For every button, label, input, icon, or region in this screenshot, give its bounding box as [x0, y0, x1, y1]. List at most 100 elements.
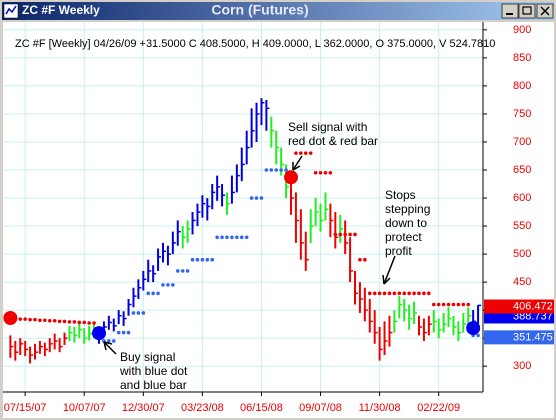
minimize-button[interactable]	[501, 3, 519, 19]
long-stop-dot	[166, 283, 170, 287]
short-stop-dot	[77, 320, 82, 325]
long-stop-dot	[116, 330, 121, 335]
short-stop-dot	[397, 291, 402, 296]
x-tick-label: 07/15/07	[4, 402, 47, 414]
short-stop-dot	[82, 320, 87, 325]
signal-dot	[92, 326, 106, 341]
price-label-box	[484, 330, 554, 345]
short-stop-dot	[333, 232, 338, 237]
short-stop-dot	[407, 291, 411, 296]
long-stop-dot	[215, 235, 219, 240]
info-line: ZC #F [Weekly] 04/26/09 +31.5000 C 408.5…	[15, 38, 495, 50]
buy-arrow-head	[103, 341, 113, 351]
long-stop-dot	[161, 283, 165, 287]
x-tick-label: 02/22/09	[417, 402, 460, 414]
short-stop-dot	[382, 291, 387, 296]
short-stop-dot	[33, 317, 37, 322]
long-stop-dot	[205, 257, 210, 262]
short-stop-dot	[387, 291, 392, 296]
sell-arrow-head	[292, 162, 301, 171]
sell-arrow	[292, 155, 303, 171]
window-buttons[interactable]	[501, 3, 554, 19]
short-stop-dot	[436, 302, 441, 307]
annotation-arrows	[103, 155, 396, 355]
short-stop-dot	[466, 302, 471, 307]
short-stop-dot	[451, 302, 456, 307]
short-stop-dot	[377, 291, 382, 296]
long-stop-dot	[180, 269, 185, 273]
short-stop-dot	[308, 151, 313, 155]
long-stop-dot	[244, 235, 249, 240]
x-tick-label: 10/07/07	[63, 402, 106, 414]
long-stop-dot	[230, 235, 234, 240]
annotation: red dot & red bar	[288, 134, 378, 148]
short-stop-dot	[446, 302, 451, 307]
stops-arrow-head	[382, 274, 391, 285]
short-stop-dot	[299, 151, 303, 155]
long-stop-dot	[264, 168, 269, 172]
short-stop-dot	[363, 257, 367, 262]
short-stop-dot	[328, 171, 333, 175]
short-stop-dot	[92, 321, 96, 325]
long-stop-dot	[220, 235, 224, 240]
short-stop-dot	[47, 319, 52, 323]
annotation: down to	[385, 216, 427, 230]
long-stop-dot	[107, 339, 111, 343]
long-stop-dot	[171, 283, 175, 287]
maximize-button[interactable]	[518, 3, 536, 19]
long-stop-dot	[141, 311, 146, 315]
short-stop-dot	[28, 317, 32, 322]
long-stop-dot	[279, 168, 283, 172]
price-label: 351.475	[513, 331, 553, 343]
stops-arrow	[383, 255, 396, 285]
annotation: with blue dot	[119, 364, 188, 378]
chart-title: Corn (Futures)	[211, 2, 308, 18]
y-tick-label: 500	[513, 248, 531, 260]
long-stop-dot	[239, 235, 244, 240]
long-stop-dot	[190, 257, 195, 262]
short-stop-dot	[23, 317, 27, 321]
long-stop-dot	[111, 339, 116, 343]
short-stop-dot	[412, 291, 416, 296]
annotation: stepping	[385, 202, 430, 216]
short-stop-dot	[318, 171, 323, 175]
long-stop-dot	[151, 291, 155, 296]
short-stop-dot	[456, 302, 461, 307]
price-label: 406.472	[513, 300, 553, 312]
window-icon-glyph	[5, 5, 17, 15]
short-stop-dot	[62, 319, 67, 324]
short-stop-dot	[294, 151, 298, 155]
long-stop-dot	[476, 333, 480, 338]
x-tick-label: 11/30/08	[359, 402, 401, 414]
annotation: profit	[385, 244, 412, 258]
long-stop-dot	[235, 235, 239, 240]
signal-dot	[3, 311, 18, 325]
short-stop-dot	[367, 291, 372, 296]
long-stop-dot	[136, 311, 141, 315]
annotation: Stops	[385, 188, 416, 202]
short-stop-dot	[431, 302, 436, 307]
long-stop-dot	[259, 196, 264, 200]
short-stop-dot	[353, 232, 357, 237]
y-tick-label: 900	[513, 24, 531, 36]
long-stop-dot	[200, 257, 205, 262]
short-stop-dot	[348, 232, 352, 237]
short-stop-dot	[323, 171, 328, 175]
chart-area	[3, 22, 554, 418]
y-tick-label: 550	[513, 220, 531, 232]
title-bar	[2, 2, 554, 20]
annotation: Buy signal	[120, 350, 175, 364]
long-stop-dot	[126, 330, 131, 335]
y-tick-label: 800	[513, 80, 531, 92]
window-title: ZC #F Weekly	[22, 3, 100, 17]
maximize-glyph	[522, 6, 532, 15]
x-tick-label: 12/30/07	[122, 402, 165, 414]
short-stop-dot	[67, 320, 72, 324]
short-stop-dot	[441, 302, 446, 307]
long-stop-dot	[156, 291, 160, 296]
short-stop-dot	[392, 291, 397, 296]
close-glyph	[540, 6, 550, 16]
short-stop-dot	[402, 291, 407, 296]
annotation: Sell signal with	[288, 120, 367, 134]
